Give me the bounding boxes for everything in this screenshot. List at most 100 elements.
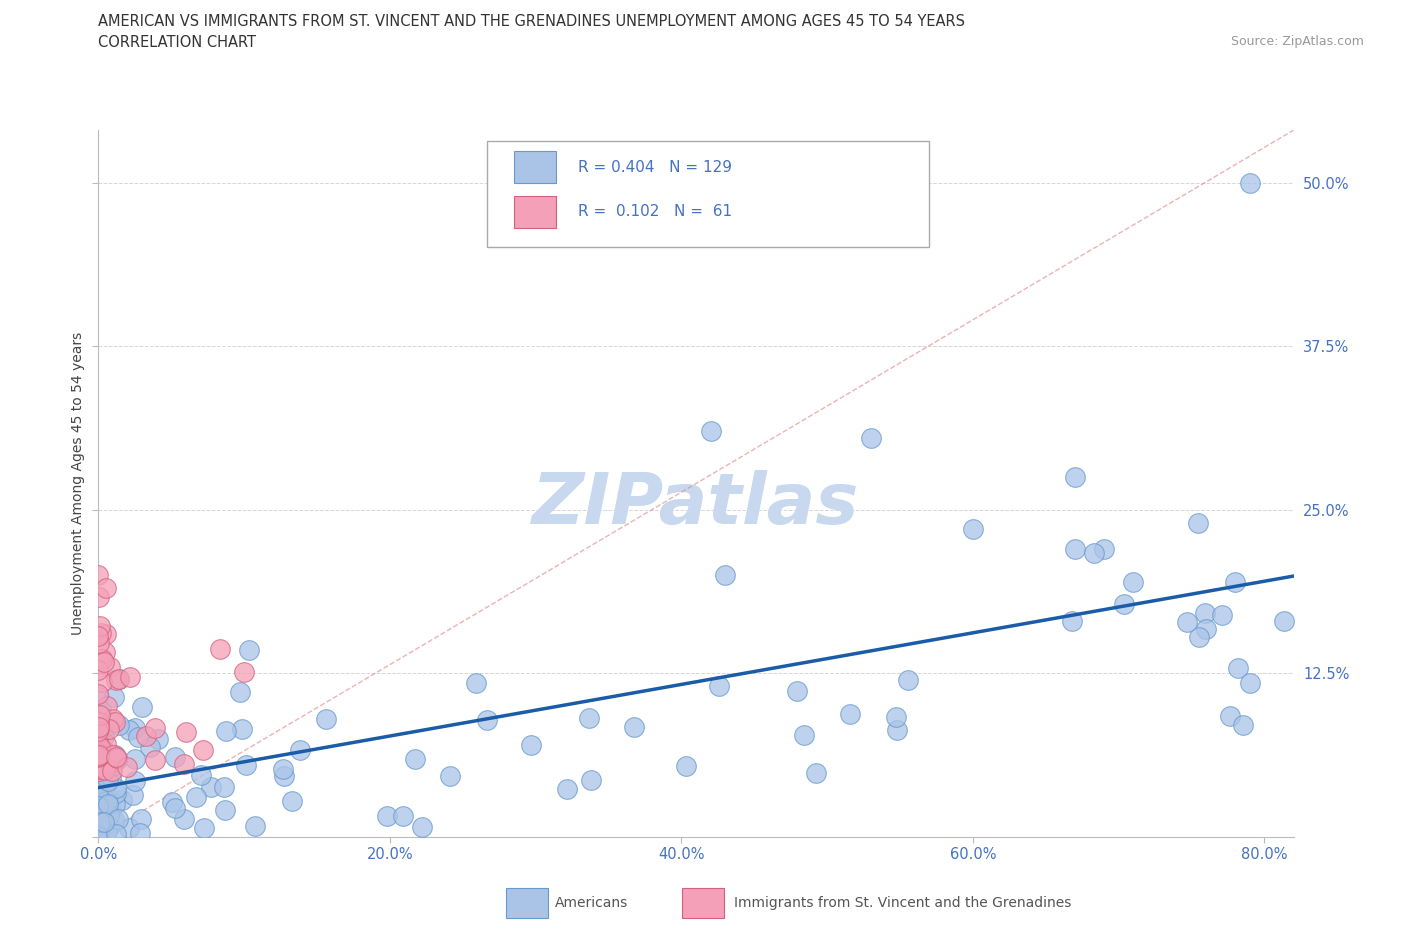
Point: [107, 671, 129, 686]
Point: [90, 810, 112, 825]
Point: [93, 729, 115, 744]
Point: [1239, 676, 1261, 691]
Point: [87, 764, 110, 778]
Point: [87, 764, 110, 778]
Point: [98, 751, 121, 765]
Point: [579, 773, 602, 788]
Text: Source: ZipAtlas.com: Source: ZipAtlas.com: [1230, 35, 1364, 48]
Point: [793, 728, 815, 743]
Point: [1225, 575, 1247, 590]
Point: [90, 724, 112, 739]
Point: [233, 665, 256, 680]
Point: [91, 652, 114, 667]
Point: [160, 794, 183, 809]
Point: [107, 752, 129, 767]
Point: [1272, 613, 1295, 628]
Point: [107, 811, 129, 826]
Point: [163, 800, 186, 815]
Text: R = 0.404   N = 129: R = 0.404 N = 129: [578, 160, 731, 175]
Point: [124, 751, 146, 766]
Point: [89, 815, 111, 830]
Point: [89, 618, 111, 633]
Point: [173, 812, 195, 827]
Point: [101, 764, 124, 778]
Point: [859, 431, 882, 445]
Point: [475, 712, 498, 727]
Point: [87, 752, 110, 767]
Point: [1195, 622, 1218, 637]
Point: [89, 725, 111, 740]
Point: [707, 678, 730, 693]
Point: [623, 720, 645, 735]
Point: [174, 724, 197, 739]
Point: [243, 818, 266, 833]
Point: [90, 626, 112, 641]
Point: [96, 824, 118, 839]
Point: [90, 815, 112, 830]
Point: [1092, 541, 1115, 556]
Point: [87, 750, 110, 764]
Point: [288, 742, 311, 757]
Point: [87, 662, 110, 677]
Point: [94, 744, 117, 759]
Point: [103, 690, 125, 705]
Point: [97, 761, 120, 776]
Point: [1226, 660, 1249, 675]
Point: [87, 785, 110, 800]
Point: [1112, 596, 1135, 611]
Point: [1232, 717, 1254, 732]
Point: [89, 739, 111, 754]
Point: [806, 765, 828, 780]
Point: [87, 763, 110, 777]
Point: [89, 776, 111, 790]
Point: [87, 687, 110, 702]
Point: [214, 803, 236, 817]
Point: [96, 698, 118, 713]
Point: [104, 797, 127, 812]
Point: [143, 752, 166, 767]
Point: [411, 819, 433, 834]
Point: [115, 760, 138, 775]
Point: [190, 767, 212, 782]
Point: [699, 424, 721, 439]
Point: [101, 748, 124, 763]
Point: [89, 760, 111, 775]
Point: [100, 769, 122, 784]
Point: [90, 702, 112, 717]
Point: [271, 762, 294, 777]
Point: [89, 708, 111, 723]
Point: [89, 738, 111, 753]
Point: [89, 747, 111, 762]
Point: [98, 818, 121, 833]
Point: [87, 799, 110, 814]
Point: [1187, 515, 1209, 530]
Text: R =  0.102   N =  61: R = 0.102 N = 61: [578, 205, 731, 219]
Point: [103, 813, 125, 828]
Y-axis label: Unemployment Among Ages 45 to 54 years: Unemployment Among Ages 45 to 54 years: [70, 332, 84, 635]
Point: [1219, 709, 1241, 724]
Point: [1060, 614, 1083, 629]
Point: [87, 719, 110, 734]
Point: [105, 786, 128, 801]
Point: [90, 764, 112, 779]
Point: [93, 763, 115, 777]
Point: [87, 829, 110, 844]
Point: [87, 635, 110, 650]
Point: [108, 717, 131, 732]
Point: [578, 711, 600, 725]
Bar: [515, 152, 557, 183]
FancyBboxPatch shape: [486, 140, 929, 246]
Point: [1188, 629, 1211, 644]
Point: [107, 671, 129, 686]
Point: [96, 793, 118, 808]
Point: [98, 659, 121, 674]
Point: [464, 675, 486, 690]
Point: [100, 756, 122, 771]
Point: [520, 738, 543, 753]
Point: [94, 644, 117, 659]
Point: [87, 750, 110, 764]
Point: [104, 714, 127, 729]
Point: [281, 793, 304, 808]
Point: [93, 815, 115, 830]
Point: [100, 763, 122, 777]
